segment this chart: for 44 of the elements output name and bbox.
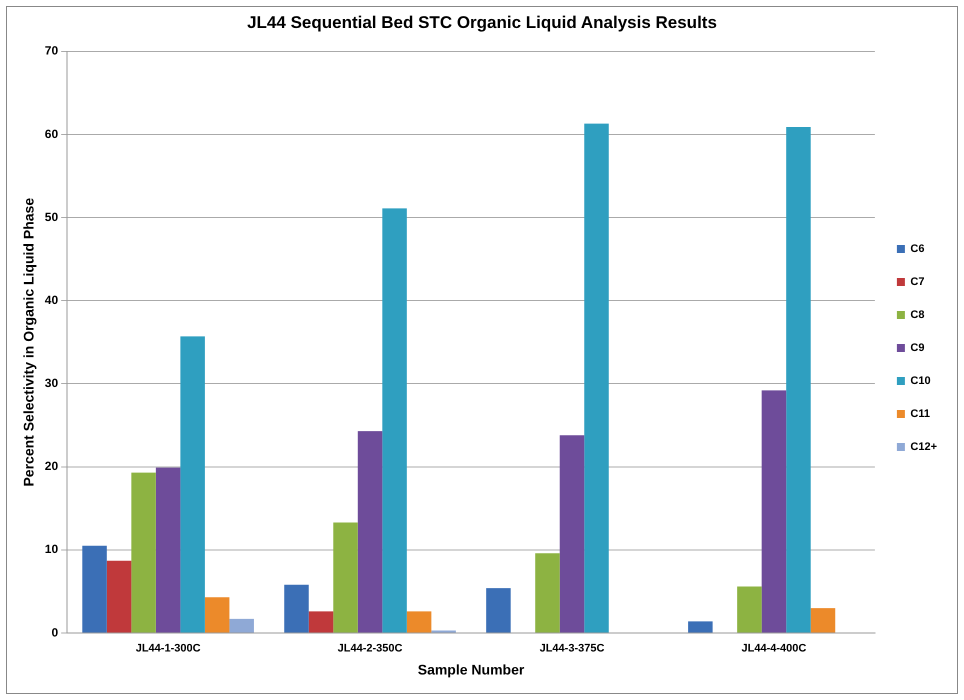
bar: [82, 546, 107, 632]
bar: [535, 553, 560, 632]
x-axis-title: Sample Number: [418, 661, 525, 678]
bar: [584, 124, 609, 632]
x-tick-label: JL44-3-375C: [540, 642, 604, 655]
bar: [560, 435, 584, 632]
bar: [333, 522, 358, 632]
bar: [180, 336, 205, 632]
bar: [382, 208, 407, 632]
bar: [131, 472, 156, 632]
legend-label: C8: [910, 309, 924, 322]
bar: [358, 431, 382, 632]
bar: [810, 608, 836, 632]
y-tick-label: 50: [44, 210, 58, 224]
bar: [284, 584, 309, 632]
y-tick-label: 0: [51, 625, 58, 640]
y-tick-label: 30: [44, 376, 58, 390]
legend-label: C7: [910, 276, 924, 288]
y-tick-label: 10: [44, 542, 58, 556]
x-tick-label: JL44-2-350C: [338, 642, 403, 655]
legend-label: C10: [910, 375, 931, 388]
legend-label: C6: [910, 243, 924, 256]
bar: [737, 586, 762, 632]
bar: [204, 597, 230, 632]
bar: [156, 468, 180, 632]
bar: [229, 618, 254, 632]
bar: [688, 621, 713, 632]
x-tick-label: JL44-1-300C: [136, 642, 201, 655]
chart-title: JL44 Sequential Bed STC Organic Liquid Analysis Results: [247, 12, 717, 32]
y-tick-label: 60: [44, 126, 58, 141]
x-tick-label: JL44-4-400C: [742, 642, 806, 655]
y-tick-label: 40: [44, 292, 58, 307]
y-tick-label: 20: [44, 459, 58, 474]
bar: [786, 127, 811, 632]
legend-label: C9: [910, 342, 924, 354]
bar: [762, 390, 786, 632]
bar: [486, 588, 511, 632]
bar: [308, 611, 334, 632]
y-axis-title: Percent Selectivity in Organic Liquid Phase: [20, 198, 36, 487]
legend-label: C12+: [910, 441, 938, 454]
bar: [406, 611, 432, 632]
y-tick-label: 70: [44, 44, 58, 58]
bar: [106, 560, 132, 632]
legend-label: C11: [910, 408, 930, 420]
